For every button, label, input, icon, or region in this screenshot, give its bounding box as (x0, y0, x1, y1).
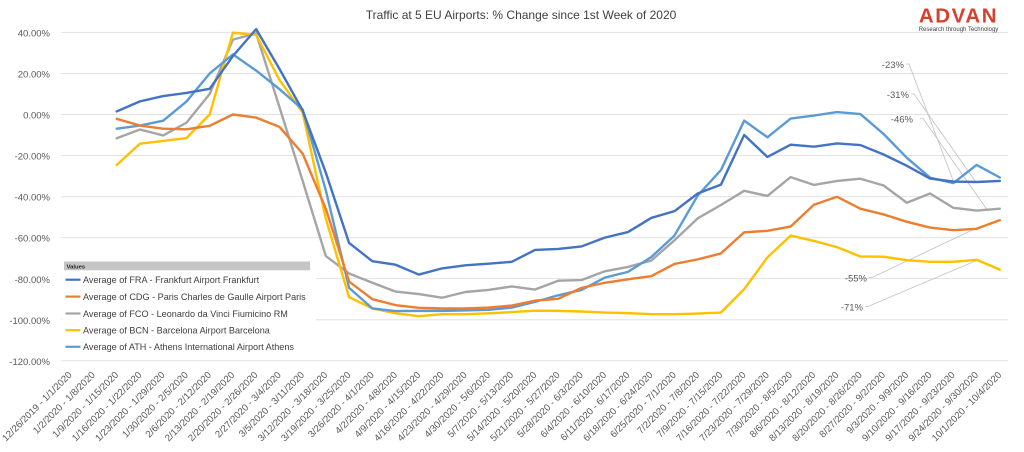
svg-text:-20.00%: -20.00% (15, 152, 51, 163)
svg-text:-60.00%: -60.00% (15, 234, 51, 245)
svg-text:Average of CDG - Paris Charles: Average of CDG - Paris Charles de Gaulle… (83, 292, 306, 302)
svg-text:-40.00%: -40.00% (15, 193, 51, 204)
svg-text:-23%: -23% (882, 60, 905, 71)
svg-text:-55%: -55% (845, 274, 868, 285)
svg-text:ADVAN: ADVAN (919, 5, 998, 28)
svg-text:Average of ATH - Athens Intern: Average of ATH - Athens International Ai… (83, 342, 294, 352)
svg-text:Values: Values (67, 264, 86, 270)
svg-text:Traffic at 5 EU Airports: % Ch: Traffic at 5 EU Airports: % Change since… (366, 8, 677, 22)
svg-text:-46%: -46% (891, 115, 914, 126)
svg-text:-80.00%: -80.00% (15, 275, 51, 286)
svg-text:Average of FCO - Leonardo da V: Average of FCO - Leonardo da Vinci Fiumi… (83, 309, 288, 319)
svg-text:-31%: -31% (887, 90, 910, 101)
svg-text:40.00%: 40.00% (18, 29, 51, 40)
svg-text:Average of FRA - Frankfurt Air: Average of FRA - Frankfurt Airport Frank… (83, 275, 260, 285)
svg-text:Average of BCN - Barcelona Air: Average of BCN - Barcelona Airport Barce… (83, 326, 271, 336)
svg-text:-120.00%: -120.00% (9, 357, 50, 368)
svg-text:-100.00%: -100.00% (9, 316, 50, 327)
svg-text:Research through Technology: Research through Technology (919, 27, 999, 33)
svg-text:-71%: -71% (841, 303, 864, 314)
svg-text:20.00%: 20.00% (18, 70, 51, 81)
svg-text:0.00%: 0.00% (23, 111, 50, 122)
